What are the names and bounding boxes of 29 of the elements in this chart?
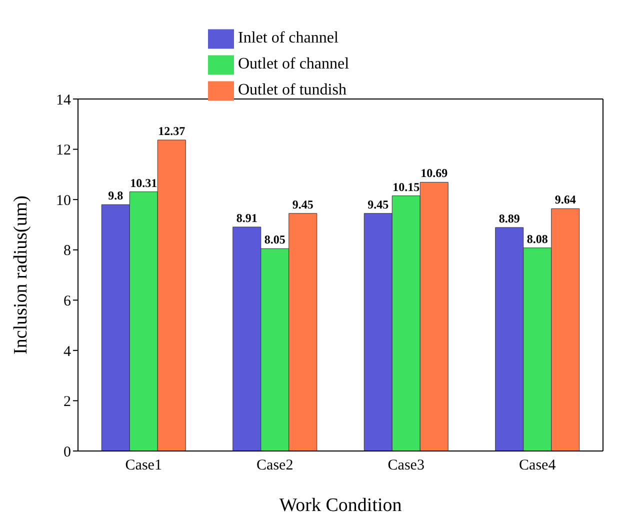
y-tick-label: 12 — [56, 142, 71, 159]
data-label: 9.64 — [554, 192, 576, 207]
data-label: 8.08 — [526, 232, 548, 246]
data-label: 10.31 — [130, 176, 158, 190]
data-label: 9.45 — [292, 197, 314, 212]
y-tick-label: 14 — [56, 92, 72, 108]
y-tick-label: 6 — [64, 293, 72, 310]
y-tick-label: 10 — [56, 192, 71, 209]
legend-label: Outlet of tundish — [238, 82, 346, 99]
x-axis-title: Work Condition — [279, 495, 402, 516]
y-axis-title: Inclusion radius(um) — [10, 196, 32, 354]
legend-label: Inlet of channel — [238, 30, 338, 47]
data-label: 8.89 — [498, 211, 520, 226]
x-tick-label: Case3 — [388, 458, 424, 474]
data-label: 9.45 — [368, 197, 389, 212]
data-label: 8.05 — [264, 232, 286, 247]
y-tick-label: 0 — [64, 444, 71, 460]
y-tick-label: 4 — [64, 344, 72, 360]
y-tick-label: 8 — [64, 243, 71, 260]
x-tick-label: Case1 — [125, 458, 162, 474]
data-label: 10.69 — [420, 166, 448, 180]
legend-label: Outlet of channel — [238, 56, 350, 73]
x-tick-label: Case4 — [519, 458, 556, 474]
x-tick-label: Case2 — [256, 458, 294, 474]
data-label: 12.37 — [158, 124, 186, 138]
data-label: 8.91 — [236, 210, 258, 225]
data-label: 10.15 — [392, 180, 420, 194]
y-tick-label: 2 — [64, 394, 71, 410]
data-label: 9.8 — [108, 188, 124, 203]
